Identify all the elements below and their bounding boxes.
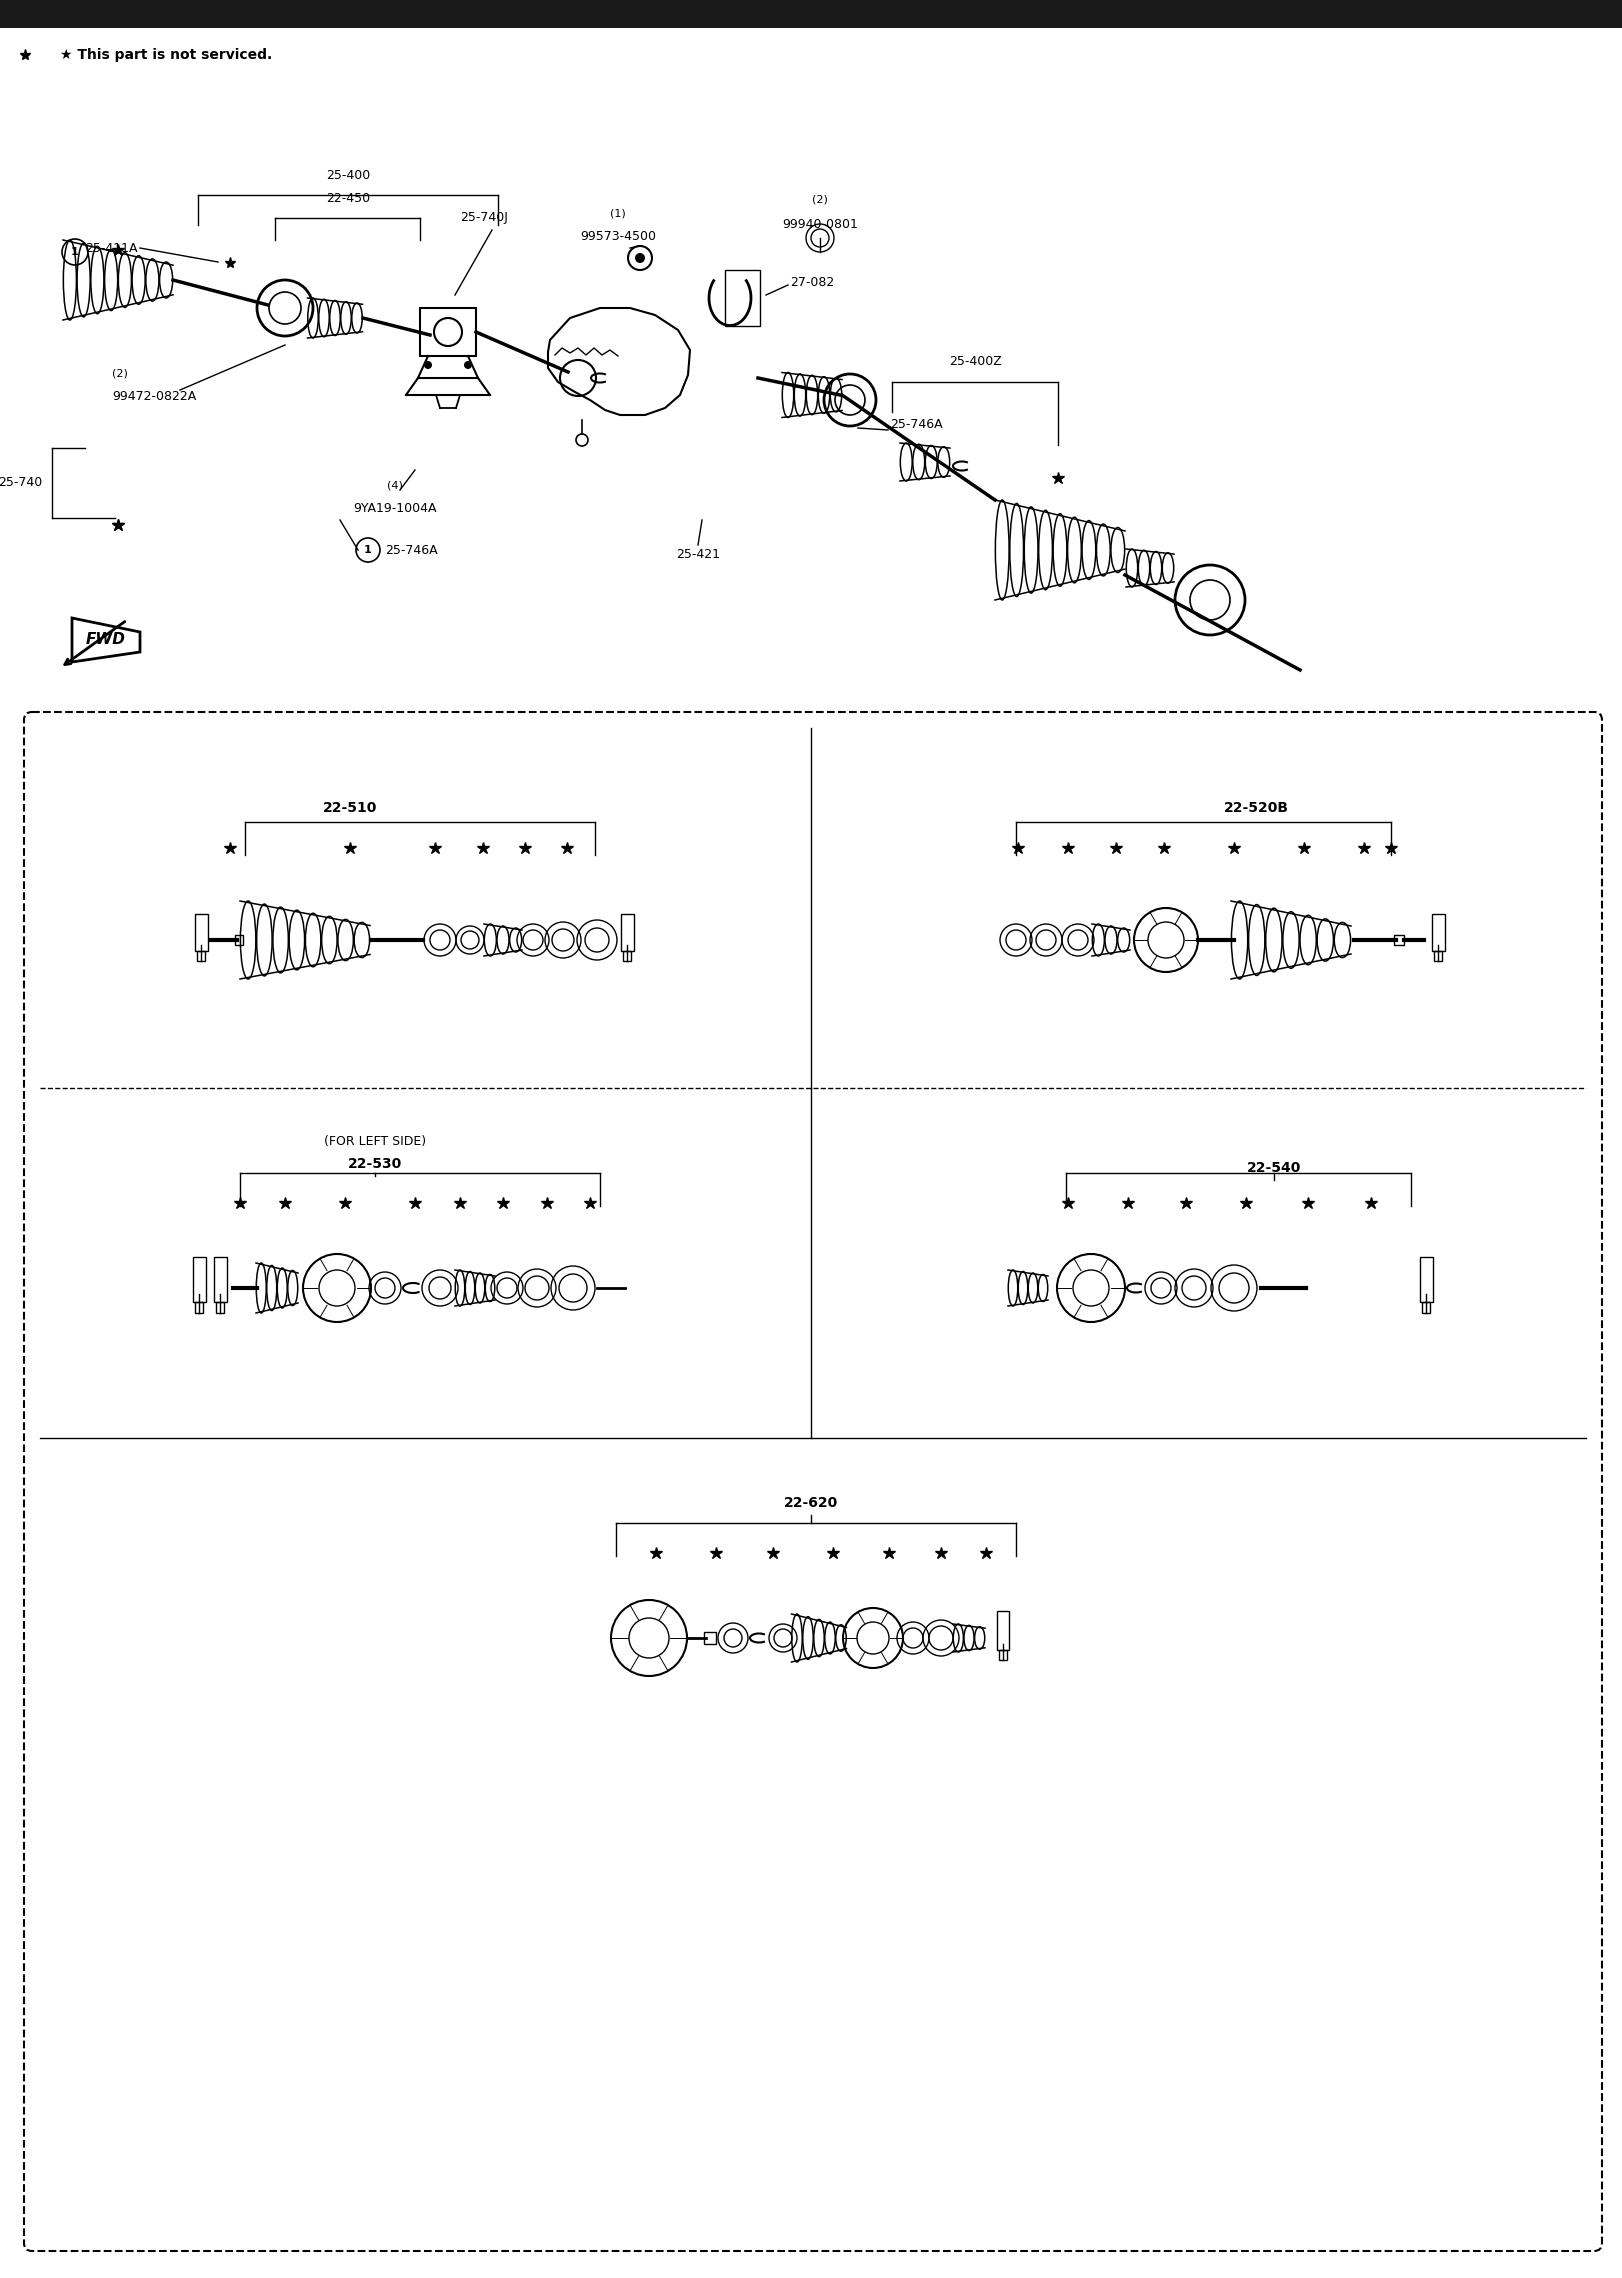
Bar (1422, 1301, 1431, 1312)
Text: 27-082: 27-082 (790, 276, 834, 289)
Text: 22-530: 22-530 (347, 1157, 402, 1171)
Text: (4): (4) (388, 481, 402, 490)
Bar (198, 952, 204, 961)
Text: 22-450: 22-450 (326, 191, 370, 205)
Text: ★ This part is not serviced.: ★ This part is not serviced. (60, 48, 272, 62)
Text: (FOR LEFT SIDE): (FOR LEFT SIDE) (324, 1134, 427, 1148)
Bar (999, 1649, 1007, 1661)
Bar (1419, 1257, 1432, 1301)
Text: 22-510: 22-510 (323, 802, 378, 816)
Text: 9YA19-1004A: 9YA19-1004A (354, 501, 436, 515)
Bar (1434, 952, 1442, 961)
Text: 22-620: 22-620 (783, 1497, 839, 1510)
Bar (195, 913, 208, 952)
Text: (1): (1) (610, 207, 626, 219)
Circle shape (464, 360, 472, 369)
Bar (216, 1301, 224, 1312)
Text: 25-421: 25-421 (676, 549, 720, 560)
Bar (0, 0, 1622, 27)
Text: 22-520B: 22-520B (1223, 802, 1288, 816)
Text: (2): (2) (112, 369, 128, 378)
Bar (998, 1611, 1009, 1649)
Bar (235, 934, 243, 945)
Text: 99573-4500: 99573-4500 (581, 230, 655, 244)
Text: 99940-0801: 99940-0801 (782, 219, 858, 230)
Bar (193, 1257, 206, 1301)
Bar (1432, 913, 1445, 952)
Text: (2): (2) (813, 196, 827, 205)
Text: 25-740: 25-740 (0, 476, 42, 487)
Text: 25-411A: 25-411A (86, 241, 138, 255)
Text: 25-746A: 25-746A (384, 544, 438, 556)
Text: 1: 1 (363, 544, 371, 556)
Bar (621, 913, 634, 952)
Circle shape (634, 253, 646, 262)
Circle shape (423, 360, 431, 369)
Text: 25-740J: 25-740J (461, 212, 508, 226)
Text: 1: 1 (71, 246, 79, 257)
Text: FWD: FWD (86, 633, 127, 647)
Text: 22-540: 22-540 (1247, 1162, 1301, 1175)
Bar (623, 952, 631, 961)
Bar (214, 1257, 227, 1301)
Text: 25-746A: 25-746A (890, 419, 942, 431)
Bar (195, 1301, 203, 1312)
Bar (1393, 934, 1405, 945)
Text: 25-400: 25-400 (326, 169, 370, 182)
Text: 99472-0822A: 99472-0822A (112, 390, 196, 403)
Bar (704, 1631, 715, 1645)
Bar (420, 308, 475, 355)
Bar (725, 271, 761, 326)
Text: 25-400Z: 25-400Z (949, 355, 1001, 369)
